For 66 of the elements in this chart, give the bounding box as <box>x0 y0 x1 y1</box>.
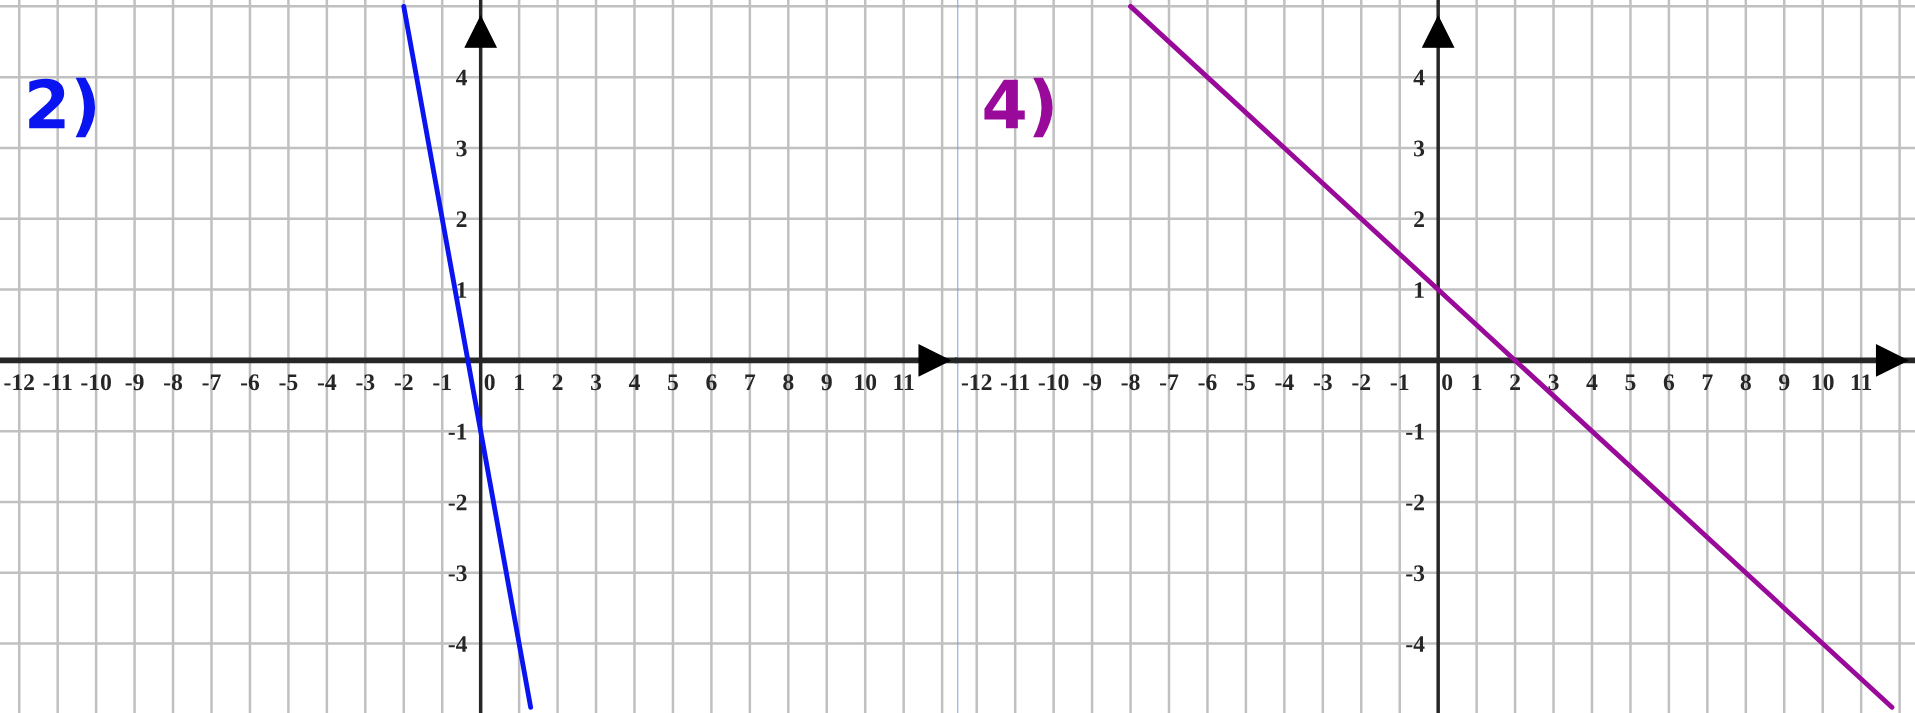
x-tick-label: 9 <box>821 374 832 391</box>
x-tick-label: -12 <box>4 374 34 390</box>
y-tick-label: -1 <box>1406 423 1424 440</box>
y-tick-label: 1 <box>457 282 467 298</box>
x-tick-label: 9 <box>1779 374 1790 391</box>
x-tick-label: 2 <box>1510 374 1520 390</box>
x-tick-label: -4 <box>317 374 337 390</box>
x-tick-label: 11 <box>894 374 914 390</box>
x-tick-label: 1 <box>1472 374 1482 390</box>
y-tick-label: 3 <box>1414 140 1425 157</box>
y-tick-label: -2 <box>1406 494 1424 511</box>
x-tick-label: -8 <box>1121 374 1140 391</box>
x-tick-label: 5 <box>667 374 678 391</box>
x-tick-label: -8 <box>164 374 183 391</box>
y-tick-label: 2 <box>1414 211 1424 227</box>
x-tick-label: -1 <box>433 374 451 390</box>
x-tick-label: -1 <box>1390 374 1409 390</box>
x-tick-label: 7 <box>745 374 756 390</box>
x-tick-label: -9 <box>1083 374 1102 391</box>
x-tick-label: 6 <box>706 374 717 391</box>
x-tick-label: 0 <box>484 374 495 391</box>
x-tick-label: 8 <box>1740 374 1751 391</box>
y-tick-label: -1 <box>448 423 467 440</box>
y-tick-label: 2 <box>456 211 467 227</box>
x-tick-label: 1 <box>515 374 524 390</box>
x-tick-label: -9 <box>125 374 144 391</box>
x-tick-label: -3 <box>356 374 375 391</box>
x-tick-label: -12 <box>961 374 992 390</box>
x-tick-label: 11 <box>1851 374 1872 390</box>
x-tick-label: -5 <box>279 374 298 391</box>
x-tick-label: 7 <box>1702 374 1713 390</box>
y-tick-label: 4 <box>1413 69 1425 86</box>
y-tick-label: -2 <box>448 494 467 511</box>
y-tick-label: -3 <box>1406 565 1425 582</box>
x-tick-label: -2 <box>394 374 413 390</box>
y-tick-label: -4 <box>1406 636 1425 652</box>
x-tick-label: -6 <box>1198 374 1217 391</box>
x-tick-label: -5 <box>1236 374 1255 391</box>
x-tick-label: 3 <box>591 374 602 391</box>
x-tick-label: -10 <box>81 374 111 391</box>
x-tick-label: 4 <box>628 374 640 390</box>
x-tick-label: 10 <box>855 374 877 391</box>
x-tick-label: -7 <box>202 374 221 390</box>
x-tick-label: 5 <box>1625 374 1636 391</box>
x-tick-label: 10 <box>1812 374 1834 391</box>
x-tick-label: 4 <box>1586 374 1598 390</box>
x-tick-label: -10 <box>1038 374 1069 391</box>
y-tick-label: 3 <box>456 140 467 157</box>
y-tick-label: -3 <box>448 565 467 582</box>
x-tick-label: 8 <box>783 374 794 391</box>
x-tick-label: -3 <box>1313 374 1332 391</box>
y-tick-label: 4 <box>456 69 468 86</box>
x-tick-label: -6 <box>240 374 260 391</box>
text: 4) <box>984 77 1053 138</box>
x-tick-label: 2 <box>552 374 563 390</box>
text: 2) <box>29 77 96 138</box>
x-tick-label: -2 <box>1352 374 1371 390</box>
x-tick-label: 3 <box>1548 374 1559 391</box>
y-tick-label: -4 <box>448 636 468 652</box>
y-tick-label: 1 <box>1415 282 1424 298</box>
x-tick-label: -11 <box>43 374 72 390</box>
x-tick-label: 6 <box>1663 374 1675 391</box>
x-tick-label: -11 <box>1000 374 1030 390</box>
x-tick-label: -7 <box>1160 374 1179 390</box>
x-tick-label: 0 <box>1442 374 1453 391</box>
x-tick-label: -4 <box>1275 374 1294 390</box>
